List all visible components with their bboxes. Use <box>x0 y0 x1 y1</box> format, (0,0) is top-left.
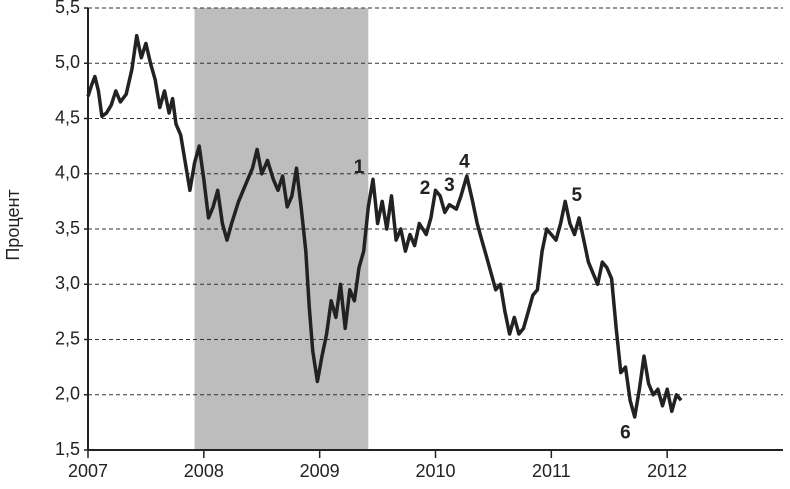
annotation: 5 <box>572 185 583 206</box>
annotation: 6 <box>620 422 631 443</box>
y-tick-label: 3,5 <box>55 218 80 238</box>
y-tick-label: 2,0 <box>55 384 80 404</box>
y-tick-label: 4,5 <box>55 107 80 127</box>
x-tick-label: 2007 <box>68 461 108 481</box>
x-tick-label: 2009 <box>300 461 340 481</box>
annotation: 2 <box>420 178 431 199</box>
y-tick-label: 1,5 <box>55 439 80 459</box>
y-tick-label: 3,0 <box>55 273 80 293</box>
data-line <box>86 33 683 419</box>
x-tick-label: 2008 <box>184 461 224 481</box>
y-tick-label: 5,0 <box>55 52 80 72</box>
annotation: 3 <box>444 175 455 196</box>
annotation: 1 <box>354 157 365 178</box>
x-tick-label: 2011 <box>532 461 571 481</box>
y-tick-label: 4,0 <box>55 163 80 183</box>
x-tick-label: 2010 <box>415 461 455 481</box>
x-tick-label: 2012 <box>647 461 687 481</box>
y-axis-label: Процент <box>3 189 23 260</box>
y-tick-label: 5,5 <box>55 0 80 17</box>
y-tick-label: 2,5 <box>55 328 80 348</box>
annotation: 4 <box>459 152 470 173</box>
